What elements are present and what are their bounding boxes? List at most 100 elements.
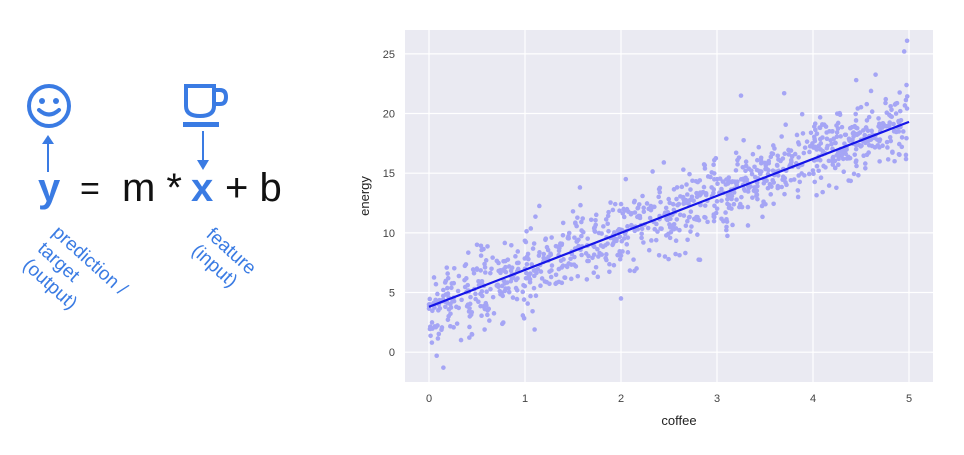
scatter-point — [685, 192, 690, 197]
scatter-point — [826, 183, 832, 188]
scatter-point — [899, 135, 905, 140]
scatter-point — [450, 299, 455, 304]
scatter-point — [612, 201, 618, 207]
scatter-point — [575, 273, 581, 279]
scatter-point — [605, 221, 610, 227]
scatter-point — [903, 152, 909, 158]
scatter-point — [483, 258, 489, 263]
scatter-point — [667, 200, 673, 206]
scatter-point — [796, 155, 801, 160]
scatter-point — [771, 201, 776, 207]
scatter-point — [533, 268, 538, 273]
scatter-point — [863, 125, 869, 131]
scatter-point — [641, 240, 646, 245]
scatter-point — [783, 122, 788, 128]
scatter-point — [823, 124, 829, 129]
scatter-point — [431, 275, 437, 280]
scatter-point — [687, 197, 693, 203]
scatter-point — [880, 121, 886, 127]
scatter-point — [650, 204, 656, 210]
scatter-point — [473, 291, 478, 297]
scatter-point — [524, 261, 530, 267]
scatter-point — [541, 251, 547, 257]
scatter-point — [548, 252, 554, 258]
scatter-point — [877, 125, 883, 130]
scatter-point — [775, 173, 781, 178]
scatter-point — [521, 297, 527, 302]
scatter-point — [478, 243, 484, 249]
scatter-point — [549, 263, 555, 268]
scatter-point — [488, 270, 493, 276]
scatter-point — [816, 168, 821, 174]
scatter-point — [632, 268, 637, 274]
scatter-point — [568, 276, 574, 282]
scatter-point — [646, 247, 652, 253]
scatter-point — [659, 226, 664, 232]
scatter-point — [618, 201, 624, 207]
scatter-point — [553, 272, 559, 278]
scatter-point — [674, 196, 679, 202]
scatter-point — [599, 252, 605, 257]
arrow-up-icon — [42, 135, 54, 172]
scatter-point — [745, 223, 751, 228]
scatter-point — [733, 181, 739, 186]
scatter-point — [683, 250, 688, 256]
scatter-point — [591, 270, 597, 275]
scatter-point — [428, 324, 433, 329]
scatter-point — [445, 291, 451, 296]
scatter-point — [631, 199, 637, 205]
scatter-point — [754, 157, 760, 163]
scatter-point — [749, 171, 755, 177]
scatter-point-outlier-7 — [618, 296, 624, 301]
y-tick-label-5: 25 — [383, 49, 395, 61]
scatter-point — [896, 129, 902, 134]
y-tick-label-4: 20 — [383, 109, 395, 121]
scatter-point — [691, 198, 696, 203]
scatter-point — [714, 176, 720, 182]
scatter-point — [558, 258, 564, 264]
scatter-point — [639, 226, 645, 232]
scatter-point — [537, 203, 542, 209]
scatter-point — [730, 222, 735, 228]
scatter-point — [576, 237, 581, 243]
scatter-point — [527, 271, 533, 276]
scatter-point-outlier-8 — [623, 176, 629, 182]
scatter-point — [762, 160, 768, 166]
scatter-point — [754, 167, 760, 173]
equation-x: x — [191, 166, 214, 210]
scatter-point — [896, 120, 902, 126]
scatter-point — [664, 217, 670, 222]
scatter-point — [900, 129, 906, 134]
scatter-point — [485, 244, 490, 249]
scatter-point — [666, 256, 671, 262]
scatter-point — [711, 214, 717, 219]
scatter-point — [820, 189, 825, 195]
scatter-point — [478, 253, 484, 258]
equation-panel: y = m * x + b prediction / target (outpu… — [0, 0, 350, 450]
scatter-point — [436, 308, 441, 313]
scatter-point — [548, 274, 554, 280]
scatter-point — [572, 235, 577, 240]
scatter-point — [826, 158, 832, 164]
scatter-point — [776, 157, 781, 162]
plot-background — [405, 30, 933, 382]
scatter-point — [893, 111, 899, 116]
scatter-point — [606, 228, 611, 234]
scatter-point — [556, 248, 562, 254]
scatter-point — [592, 224, 598, 230]
scatter-point — [795, 188, 801, 193]
scatter-point — [596, 254, 601, 259]
scatter-point — [897, 108, 903, 114]
scatter-point — [595, 246, 600, 252]
scatter-point — [538, 269, 544, 274]
scatter-point — [824, 136, 830, 142]
y-annotation: prediction / target (output) — [18, 222, 132, 333]
scatter-point — [876, 116, 881, 121]
scatter-point — [685, 218, 690, 224]
scatter-point — [544, 244, 550, 250]
scatter-point — [451, 280, 457, 286]
scatter-point — [843, 132, 849, 138]
scatter-point — [887, 134, 893, 140]
scatter-point-outlier-14 — [892, 158, 897, 164]
scatter-point — [884, 139, 890, 145]
